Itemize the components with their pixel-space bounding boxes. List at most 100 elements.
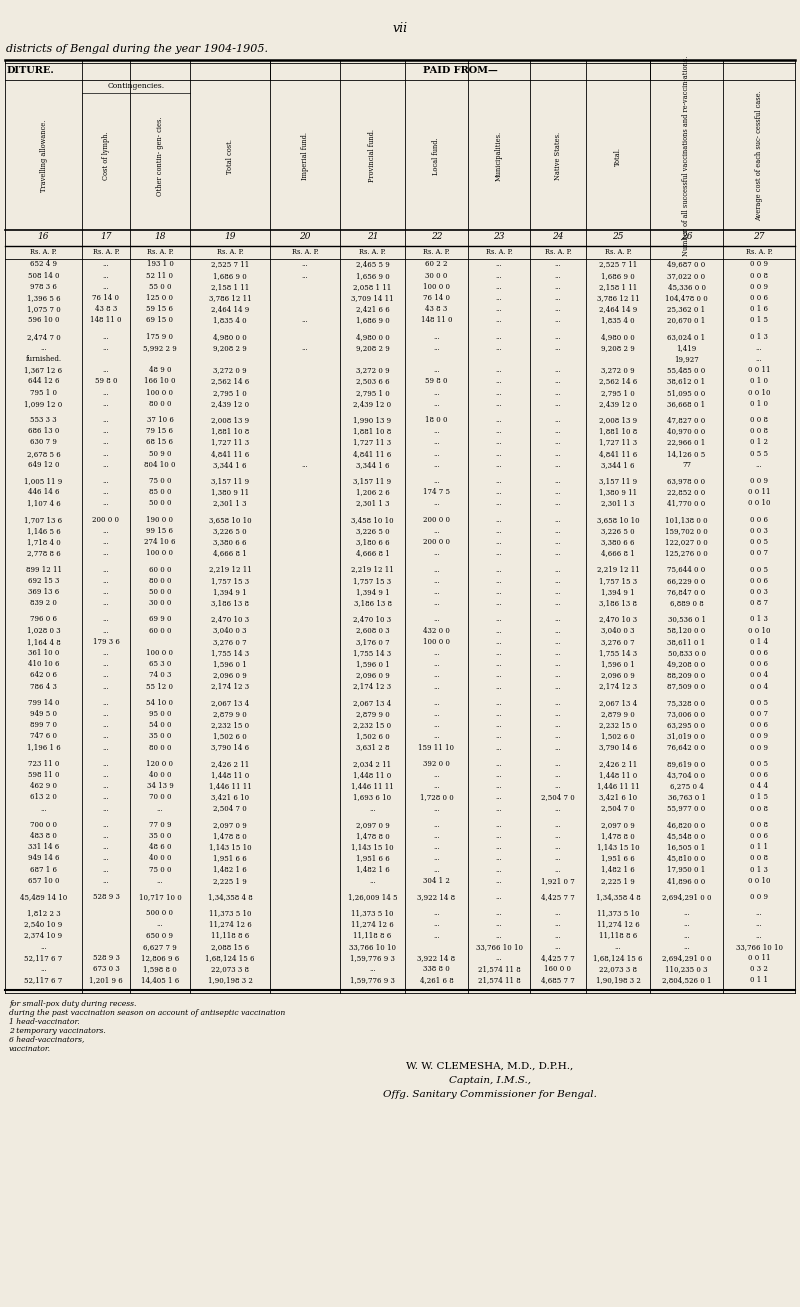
Text: 160 0 0: 160 0 0 — [545, 965, 571, 974]
Text: 3,344 1 6: 3,344 1 6 — [356, 461, 390, 469]
Text: 2,096 0 9: 2,096 0 9 — [213, 672, 247, 680]
Text: 63,978 0 0: 63,978 0 0 — [667, 477, 706, 485]
Text: ...: ... — [756, 932, 762, 940]
Text: ...: ... — [496, 793, 502, 801]
Text: ...: ... — [102, 821, 110, 829]
Text: ...: ... — [496, 527, 502, 535]
Text: ...: ... — [302, 344, 308, 352]
Text: 2,096 0 9: 2,096 0 9 — [356, 672, 390, 680]
Text: ...: ... — [554, 682, 562, 690]
Text: 73,006 0 0: 73,006 0 0 — [667, 710, 706, 718]
Text: Rs. A. P.: Rs. A. P. — [217, 248, 243, 256]
Text: 100 0 0: 100 0 0 — [146, 648, 174, 657]
Text: 0 1 6: 0 1 6 — [750, 306, 768, 314]
Text: ...: ... — [102, 682, 110, 690]
Text: 2,219 12 11: 2,219 12 11 — [351, 566, 394, 574]
Text: ...: ... — [756, 356, 762, 363]
Text: 304 1 2: 304 1 2 — [423, 877, 450, 885]
Text: 80 0 0: 80 0 0 — [149, 744, 171, 752]
Text: 40 0 0: 40 0 0 — [149, 855, 171, 863]
Text: 747 6 0: 747 6 0 — [30, 732, 57, 740]
Text: 630 7 9: 630 7 9 — [30, 439, 57, 447]
Text: 3,176 0 7: 3,176 0 7 — [356, 638, 390, 646]
Text: Total cost.: Total cost. — [226, 139, 234, 174]
Text: 1,598 8 0: 1,598 8 0 — [143, 965, 177, 974]
Text: ...: ... — [102, 333, 110, 341]
Text: 70 0 0: 70 0 0 — [149, 793, 171, 801]
Text: 2,470 10 3: 2,470 10 3 — [599, 616, 637, 623]
Text: 1,90,198 3 2: 1,90,198 3 2 — [207, 976, 253, 984]
Text: 95 0 0: 95 0 0 — [149, 710, 171, 718]
Text: 686 13 0: 686 13 0 — [28, 427, 59, 435]
Text: 949 5 0: 949 5 0 — [30, 710, 57, 718]
Text: 22,852 0 0: 22,852 0 0 — [667, 489, 706, 497]
Text: ...: ... — [496, 682, 502, 690]
Text: ...: ... — [102, 843, 110, 851]
Text: ...: ... — [102, 576, 110, 584]
Text: for small-pox duty during recess.: for small-pox duty during recess. — [9, 1000, 136, 1008]
Text: ...: ... — [496, 427, 502, 435]
Text: 175 9 0: 175 9 0 — [146, 333, 174, 341]
Text: ...: ... — [40, 965, 47, 974]
Text: 54 0 0: 54 0 0 — [149, 721, 171, 729]
Text: ...: ... — [496, 759, 502, 767]
Text: 77 0 9: 77 0 9 — [149, 821, 171, 829]
Text: 52,117 6 7: 52,117 6 7 — [24, 954, 62, 962]
Text: ...: ... — [496, 439, 502, 447]
Text: 0 0 6: 0 0 6 — [750, 576, 768, 584]
Text: 4,666 8 1: 4,666 8 1 — [213, 549, 247, 557]
Text: 45,489 14 10: 45,489 14 10 — [20, 893, 67, 901]
Text: 1,146 5 6: 1,146 5 6 — [26, 527, 60, 535]
Text: ...: ... — [433, 821, 440, 829]
Text: 18: 18 — [154, 233, 166, 240]
Text: ...: ... — [554, 306, 562, 314]
Text: 786 4 3: 786 4 3 — [30, 682, 57, 690]
Text: 65 3 0: 65 3 0 — [149, 660, 171, 668]
Text: 1,90,198 3 2: 1,90,198 3 2 — [595, 976, 641, 984]
Text: 148 11 0: 148 11 0 — [90, 316, 122, 324]
Text: 796 0 6: 796 0 6 — [30, 616, 57, 623]
Text: 2,158 1 11: 2,158 1 11 — [211, 282, 249, 291]
Text: 4,841 11 6: 4,841 11 6 — [599, 450, 637, 457]
Text: ...: ... — [102, 771, 110, 779]
Text: ...: ... — [496, 516, 502, 524]
Text: 4,685 7 7: 4,685 7 7 — [541, 976, 575, 984]
Text: 2,470 10 3: 2,470 10 3 — [211, 616, 249, 623]
Text: 2,439 12 0: 2,439 12 0 — [599, 400, 637, 408]
Text: ...: ... — [102, 439, 110, 447]
Text: ...: ... — [102, 416, 110, 423]
Text: ...: ... — [554, 721, 562, 729]
Text: ...: ... — [433, 366, 440, 374]
Text: 200 0 0: 200 0 0 — [423, 516, 450, 524]
Text: 3,186 13 8: 3,186 13 8 — [211, 599, 249, 606]
Text: 159 11 10: 159 11 10 — [418, 744, 454, 752]
Text: 88,209 0 0: 88,209 0 0 — [667, 672, 706, 680]
Text: 1,005 11 9: 1,005 11 9 — [24, 477, 62, 485]
Text: ...: ... — [496, 499, 502, 507]
Text: Rs. A. P.: Rs. A. P. — [746, 248, 772, 256]
Text: ...: ... — [614, 942, 622, 950]
Text: 6,889 0 8: 6,889 0 8 — [670, 599, 703, 606]
Text: 0 0 4: 0 0 4 — [750, 682, 768, 690]
Text: ...: ... — [433, 855, 440, 863]
Text: 331 14 6: 331 14 6 — [28, 843, 59, 851]
Text: 1,482 1 6: 1,482 1 6 — [356, 865, 390, 873]
Text: 2,067 13 4: 2,067 13 4 — [354, 699, 391, 707]
Text: ...: ... — [496, 566, 502, 574]
Text: 1,482 1 6: 1,482 1 6 — [213, 865, 247, 873]
Text: ...: ... — [683, 920, 690, 928]
Text: ...: ... — [433, 616, 440, 623]
Text: 100 0 0: 100 0 0 — [146, 388, 174, 397]
Text: ...: ... — [554, 920, 562, 928]
Text: ...: ... — [756, 461, 762, 469]
Text: 2,525 7 11: 2,525 7 11 — [599, 260, 637, 268]
Text: 508 14 0: 508 14 0 — [28, 272, 59, 280]
Text: 1,478 8 0: 1,478 8 0 — [601, 831, 635, 840]
Text: 1,881 10 8: 1,881 10 8 — [599, 427, 637, 435]
Text: ...: ... — [102, 538, 110, 546]
Text: 1,757 15 3: 1,757 15 3 — [599, 576, 637, 584]
Text: ...: ... — [433, 599, 440, 606]
Text: 0 0 9: 0 0 9 — [750, 893, 768, 901]
Text: ...: ... — [102, 461, 110, 469]
Text: 2,879 9 0: 2,879 9 0 — [213, 710, 247, 718]
